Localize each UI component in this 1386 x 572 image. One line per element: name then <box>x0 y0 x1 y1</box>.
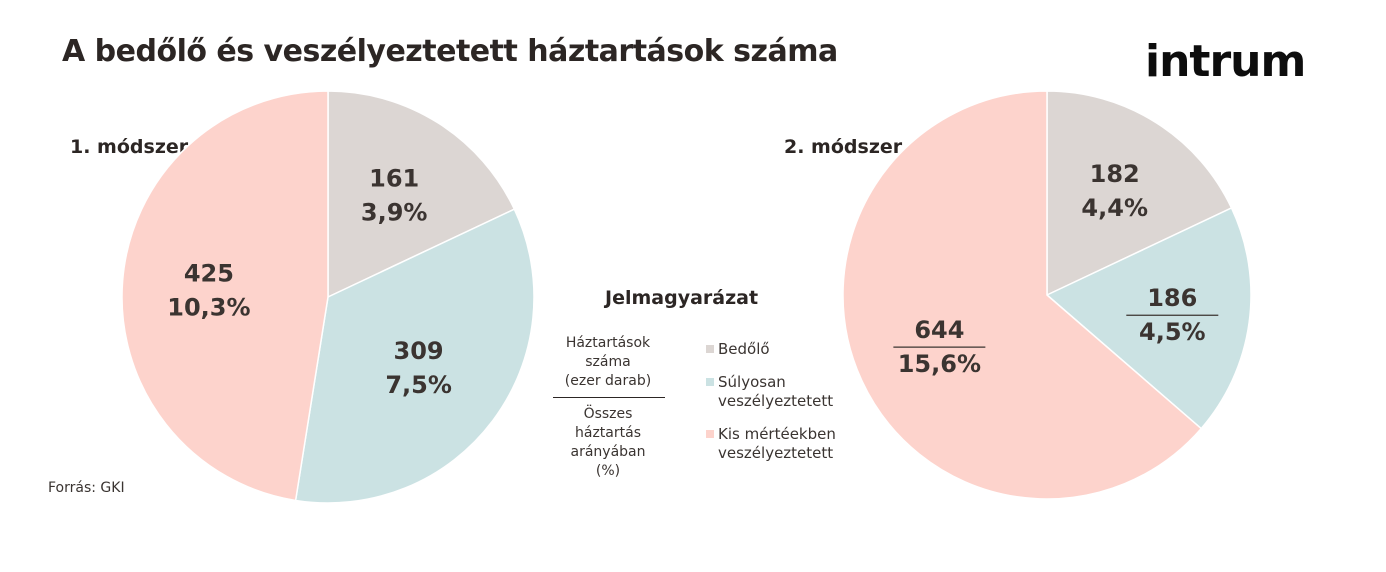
slice-percent-label: 4,4% <box>1081 194 1148 222</box>
legend-label: Bedőlő <box>718 340 770 358</box>
legend-key-divider <box>553 397 665 398</box>
pie-chart-1: 161 3,9% 309 7,5% 425 10,3% <box>121 90 535 504</box>
pie-slice <box>1046 90 1233 297</box>
slice-value-label: 161 <box>369 165 419 193</box>
source-note: Forrás: GKI <box>48 480 125 496</box>
chart-1-title: 1. módszer <box>70 136 189 158</box>
slice-percent-label: 7,5% <box>385 371 452 399</box>
legend-swatch <box>706 430 714 438</box>
legend-key-count: Háztartások száma (ezer darab) <box>564 335 652 389</box>
pie-chart-2: 182 4,4% 186 4,5% 644 15,6% <box>842 90 1252 500</box>
slice-percent-label: 10,3% <box>167 294 250 322</box>
legend-title: Jelmagyarázat <box>605 287 759 309</box>
slice-value-label: 644 <box>914 316 964 344</box>
pie-slice <box>327 90 516 299</box>
page-title: A bedőlő és veszélyeztetett háztartások … <box>62 34 838 69</box>
intrum-logo: intrum <box>1145 36 1306 87</box>
slice-percent-label: 4,5% <box>1139 318 1206 346</box>
legend-label: Súlyosan veszélyeztetett <box>718 373 834 410</box>
slice-value-label: 186 <box>1147 284 1197 312</box>
slice-value-label: 425 <box>184 260 234 288</box>
legend-key-percent: Összes háztartás arányában (%) <box>570 406 646 479</box>
slice-value-label: 309 <box>394 337 444 365</box>
legend-label: Kis mértéekben veszélyeztetett <box>718 425 836 462</box>
pie-slice <box>1045 206 1252 430</box>
legend-swatch <box>706 345 714 353</box>
pie-slice <box>842 90 1203 500</box>
legend-swatch <box>706 378 714 386</box>
pie-slice <box>294 208 535 504</box>
slice-percent-label: 15,6% <box>898 350 981 378</box>
pie-slice <box>121 90 329 502</box>
chart-2-title: 2. módszer <box>784 136 903 158</box>
slice-percent-label: 3,9% <box>361 199 428 227</box>
slice-value-label: 182 <box>1090 160 1140 188</box>
